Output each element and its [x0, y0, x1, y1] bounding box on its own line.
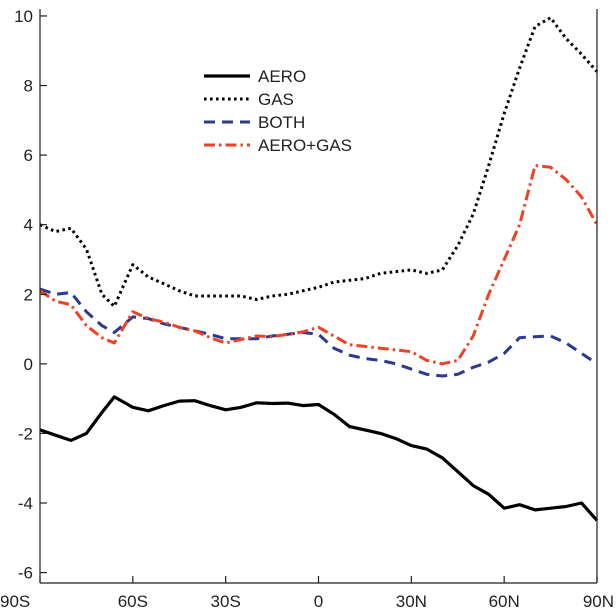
x-tick-label: 30S: [211, 592, 241, 611]
y-tick-label: 8: [24, 77, 33, 96]
y-tick-label: 0: [24, 355, 33, 374]
y-tick-label: 4: [24, 216, 33, 235]
y-tick-label: 10: [14, 7, 33, 26]
legend: AERO GAS BOTH AERO+GAS: [204, 67, 352, 155]
series-line-4: [39, 164, 599, 366]
series-line-3: [39, 287, 598, 378]
x-tick-label: 90N: [583, 592, 614, 611]
plot-area: [39, 16, 599, 522]
x-tick-label: 60N: [489, 592, 520, 611]
legend-label-3: BOTH: [258, 113, 305, 132]
x-tick-label: 0: [314, 592, 323, 611]
axes: -6 -4 -2 0 2 4 6 8 10 90S 60S 30S 0 30N 60N 90N: [0, 7, 614, 611]
y-tick-label: -6: [18, 564, 33, 583]
x-tick-label: 30N: [396, 592, 427, 611]
series-line-2: [39, 16, 599, 308]
series-line-1: [39, 395, 599, 522]
y-tick-label: -4: [18, 494, 33, 513]
x-tick-label: 60S: [118, 592, 148, 611]
legend-label-1: AERO: [258, 67, 306, 86]
x-tick-label: 90S: [0, 592, 30, 611]
legend-label-2: GAS: [258, 90, 294, 109]
legend-label-4: AERO+GAS: [258, 136, 352, 155]
y-tick-label: 6: [24, 146, 33, 165]
y-tick-label: -2: [18, 424, 33, 443]
y-tick-label: 2: [24, 285, 33, 304]
